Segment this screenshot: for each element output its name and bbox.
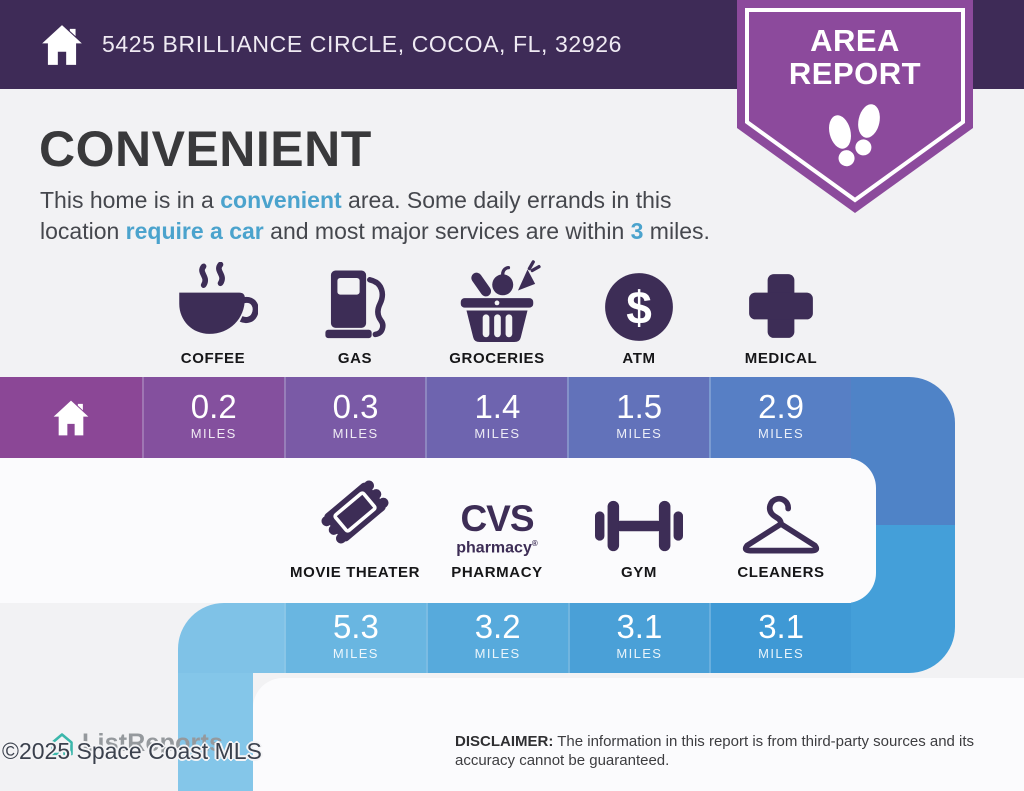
intro-paragraph: This home is in a convenient area. Some …: [40, 185, 740, 247]
distance-cell-atm: 1.5 MILES: [567, 377, 710, 458]
category-gym: GYM: [568, 472, 710, 581]
icon-label: GROCERIES: [449, 350, 545, 367]
distance-cell-coffee: 0.2 MILES: [141, 377, 284, 458]
distance-value: 0.2: [190, 388, 237, 425]
intro-text: location: [40, 218, 126, 244]
icon-label: GAS: [337, 350, 373, 367]
distance-cell-medical: 2.9 MILES: [709, 377, 851, 458]
category-coffee: COFFEE: [142, 258, 284, 367]
distance-cell-gym: 3.1 MILES: [567, 603, 710, 673]
page-title: CONVENIENT: [39, 121, 372, 177]
icon-label: ATM: [622, 350, 656, 367]
mls-watermark: ©2025 Space Coast MLS: [2, 738, 262, 764]
distance-value: 3.1: [616, 608, 663, 645]
listreports-logo: ListReports: [48, 729, 223, 758]
distance-band-row1: 0.2 MILES 0.3 MILES 1.4 MILES 1.5 MILES …: [0, 377, 851, 458]
miles-label: MILES: [758, 426, 805, 441]
distance-value: 1.5: [616, 388, 663, 425]
distance-cell-movie-theater: 5.3 MILES: [284, 603, 426, 673]
category-atm: $ ATM: [568, 258, 710, 367]
miles-label: MILES: [474, 646, 521, 661]
cvs-wordmark: CVS: [460, 497, 534, 539]
distance-value: 5.3: [332, 608, 379, 645]
icon-label: PHARMACY: [451, 564, 543, 581]
disclaimer-label: DISCLAIMER:: [455, 733, 554, 750]
icon-label: GYM: [621, 564, 657, 581]
category-medical: MEDICAL: [710, 258, 852, 367]
miles-label: MILES: [758, 646, 805, 661]
distance-cell-pharmacy: 3.2 MILES: [425, 603, 568, 673]
badge-title: AREA REPORT: [788, 23, 922, 91]
atm-dollar-icon: $: [604, 258, 674, 342]
hanger-icon: [740, 472, 822, 556]
category-pharmacy: CVS pharmacy® PHARMACY: [426, 472, 568, 581]
highlight-require-a-car: require a car: [125, 218, 264, 244]
category-cleaners: CLEANERS: [710, 472, 852, 581]
highlight-convenient: convenient: [220, 187, 342, 213]
miles-label: MILES: [332, 426, 379, 441]
home-icon: [38, 21, 86, 74]
area-report-badge: AREA REPORT: [737, 0, 973, 215]
highlight-3: 3: [630, 218, 644, 244]
distance-cell-gas: 0.3 MILES: [283, 377, 426, 458]
medical-cross-icon: [745, 258, 817, 342]
distance-cell-groceries: 1.4 MILES: [425, 377, 568, 458]
miles-label: MILES: [332, 646, 379, 661]
pharmacy-wordmark: pharmacy®: [456, 538, 538, 556]
category-gas: GAS: [284, 258, 426, 367]
distance-value: 3.1: [758, 608, 805, 645]
category-groceries: GROCERIES: [426, 258, 568, 367]
listreports-wordmark: ListReports: [82, 729, 224, 757]
listreports-house-icon: [51, 732, 73, 755]
footer-panel: [253, 678, 1024, 791]
icon-label: CLEANERS: [737, 564, 825, 581]
disclaimer: DISCLAIMER: The information in this repo…: [455, 732, 1015, 770]
icon-label: COFFEE: [180, 350, 246, 367]
distance-value: 3.2: [474, 608, 521, 645]
distance-band-row2: 5.3 MILES 3.2 MILES 3.1 MILES 3.1 MILES: [284, 603, 851, 673]
icon-label: MOVIE THEATER: [289, 564, 421, 581]
movie-ticket-icon: [311, 472, 399, 556]
distance-value: 1.4: [474, 388, 521, 425]
svg-text:$: $: [626, 281, 652, 333]
property-address: 5425 BRILLIANCE CIRCLE, COCOA, FL, 32926: [102, 31, 622, 57]
miles-label: MILES: [616, 426, 663, 441]
miles-label: MILES: [190, 426, 237, 441]
gym-dumbbell-icon: [595, 472, 683, 556]
miles-label: MILES: [474, 426, 521, 441]
icon-label: MEDICAL: [744, 350, 818, 367]
grocery-basket-icon: [451, 258, 543, 342]
distance-value: 0.3: [332, 388, 379, 425]
row2-panel: [0, 458, 876, 603]
distance-cell-cleaners: 3.1 MILES: [709, 603, 851, 673]
band-home-cell: [0, 377, 142, 458]
band2-left-cap: [178, 603, 285, 673]
intro-text: area. Some daily errands in this: [341, 187, 672, 213]
badge-ribbon: [737, 0, 973, 213]
home-icon: [53, 400, 89, 435]
band-left-connector: [178, 673, 253, 791]
gas-pump-icon: [318, 258, 392, 342]
miles-label: MILES: [616, 646, 663, 661]
distance-value: 2.9: [758, 388, 804, 425]
cvs-pharmacy-logo: CVS pharmacy®: [456, 472, 538, 556]
intro-text: and most major services are within: [263, 218, 631, 244]
category-movie-theater: MOVIE THEATER: [284, 472, 426, 581]
coffee-icon: [168, 258, 258, 342]
intro-text: This home is in a: [40, 187, 221, 213]
intro-text: miles.: [643, 218, 710, 244]
disclaimer-text: The information in this report is from t…: [455, 733, 975, 769]
